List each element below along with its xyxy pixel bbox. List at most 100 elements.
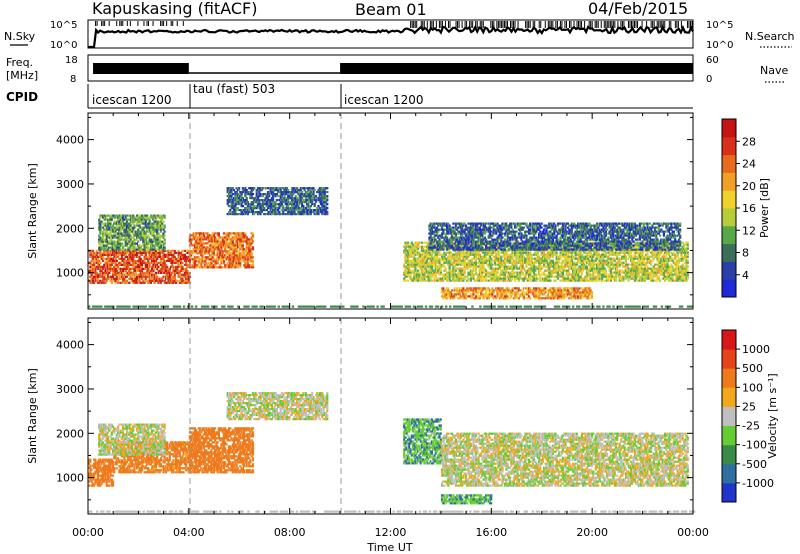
heatmap-cell	[133, 251, 136, 254]
heatmap-cell	[507, 277, 510, 280]
heatmap-cell	[147, 267, 150, 270]
heatmap-cell	[561, 271, 565, 274]
heatmap-cell	[493, 279, 497, 282]
heatmap-cell	[104, 216, 107, 219]
heatmap-cell	[140, 226, 144, 229]
heatmap-cell	[127, 271, 130, 274]
heatmap-cell	[526, 241, 529, 244]
heatmap-cell	[144, 275, 147, 278]
heatmap-cell	[127, 218, 130, 221]
heatmap-cell	[100, 257, 103, 260]
heatmap-cell	[230, 244, 233, 247]
heatmap-cell	[404, 249, 407, 252]
heatmap-cell	[274, 211, 277, 214]
heatmap-cell	[143, 234, 146, 237]
heatmap-cell	[153, 275, 156, 278]
heatmap-cell	[269, 201, 272, 204]
heatmap-cell	[477, 275, 480, 278]
heatmap-cell	[124, 232, 127, 235]
heatmap-cell	[531, 275, 534, 278]
heatmap-cell	[510, 271, 513, 274]
heatmap-cell	[197, 244, 200, 247]
heatmap-cell	[144, 236, 147, 239]
heatmap-cell	[279, 193, 282, 196]
heatmap-cell	[563, 251, 566, 254]
heatmap-cell	[283, 191, 286, 194]
heatmap-cell	[469, 249, 473, 252]
heatmap-cell	[166, 267, 169, 270]
heatmap-cell	[245, 266, 248, 269]
heatmap-cell	[113, 232, 116, 235]
heatmap-cell	[139, 251, 142, 254]
heatmap-cell	[98, 224, 101, 227]
heatmap-cell	[472, 253, 475, 256]
heatmap-cell	[473, 273, 476, 276]
heatmap-cell	[127, 263, 130, 266]
heatmap-cell	[482, 257, 485, 260]
heatmap-cell	[287, 209, 290, 212]
heatmap-cell	[123, 279, 126, 282]
heatmap-cell	[132, 279, 135, 282]
heatmap-cell	[483, 267, 486, 270]
heatmap-cell	[456, 253, 459, 256]
heatmap-cell	[243, 211, 246, 214]
heatmap-cell	[111, 271, 115, 274]
heatmap-cell	[163, 263, 166, 266]
heatmap-cell	[212, 242, 215, 245]
heatmap-cell	[430, 255, 433, 258]
heatmap-cell	[106, 267, 110, 270]
heatmap-cell	[459, 251, 462, 254]
heatmap-cell	[146, 261, 149, 264]
heatmap-cell	[500, 241, 503, 244]
heatmap-cell	[153, 279, 156, 282]
heatmap-cell	[104, 269, 107, 272]
heatmap-cell	[106, 255, 110, 258]
heatmap-cell	[496, 279, 499, 282]
heatmap-cell	[454, 251, 457, 254]
heatmap-cell	[323, 203, 326, 206]
heatmap-cell	[463, 269, 466, 272]
heatmap-cell	[231, 201, 234, 204]
heatmap-cell	[195, 248, 198, 251]
heatmap-cell	[415, 249, 418, 252]
heatmap-cell	[168, 251, 171, 254]
heatmap-cell	[240, 240, 243, 243]
heatmap-cell	[166, 259, 169, 262]
heatmap-cell	[177, 249, 180, 252]
heatmap-cell	[229, 187, 232, 190]
heatmap-cell	[443, 265, 446, 268]
heatmap-cell	[231, 236, 234, 239]
heatmap-cell	[153, 246, 156, 249]
heatmap-cell	[251, 197, 255, 200]
heatmap-cell	[212, 258, 215, 261]
heatmap-cell	[246, 258, 249, 261]
heatmap-cell	[193, 256, 197, 259]
heatmap-cell	[256, 195, 260, 198]
heatmap-cell	[239, 240, 242, 243]
heatmap-cell	[248, 246, 251, 249]
heatmap-cell	[297, 213, 300, 216]
heatmap-cell	[96, 265, 99, 268]
heatmap-cell	[410, 269, 413, 272]
heatmap-cell	[293, 199, 296, 202]
heatmap-cell	[512, 259, 515, 262]
heatmap-cell	[255, 205, 258, 208]
nsky-line	[88, 24, 694, 49]
heatmap-cell	[456, 255, 459, 258]
heatmap-cell	[521, 253, 524, 256]
heatmap-cell	[413, 247, 416, 250]
heatmap-cell	[222, 244, 226, 247]
heatmap-cell	[177, 259, 180, 262]
heatmap-cell	[414, 261, 417, 264]
heatmap-cell	[117, 228, 120, 231]
heatmap-cell	[273, 203, 276, 206]
heatmap-cell	[133, 242, 136, 245]
heatmap-cell	[117, 246, 120, 249]
heatmap-cell	[241, 234, 244, 237]
heatmap-cell	[89, 261, 92, 264]
heatmap-cell	[273, 189, 276, 192]
heatmap-cell	[222, 232, 226, 235]
heatmap-cell	[272, 189, 275, 192]
heatmap-cell	[177, 265, 180, 268]
heatmap-cell	[134, 259, 137, 262]
